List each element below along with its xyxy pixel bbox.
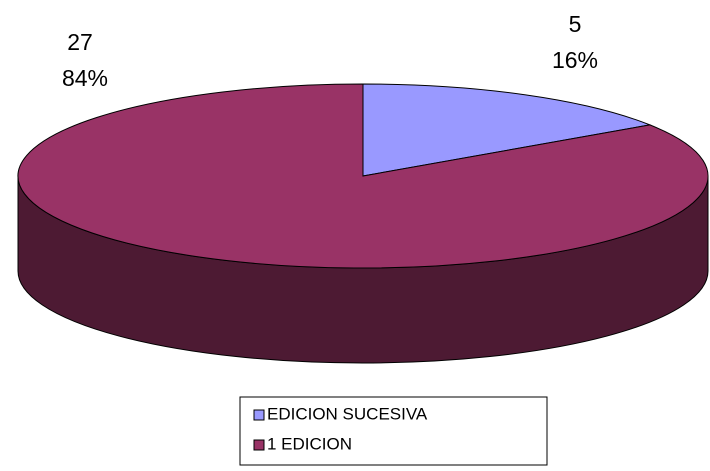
data-label: 5 [569, 11, 582, 37]
legend-label: EDICION SUCESIVA [267, 404, 428, 423]
data-label: 27 [67, 29, 93, 55]
legend-swatch [253, 439, 265, 451]
legend-box [239, 396, 548, 466]
pie-slice [362, 83, 652, 177]
pie-slice [17, 83, 709, 269]
percent-label: 84% [62, 65, 108, 91]
percent-label: 16% [552, 47, 598, 73]
legend-swatch [253, 409, 265, 421]
legend-label: 1 EDICION [267, 434, 352, 453]
